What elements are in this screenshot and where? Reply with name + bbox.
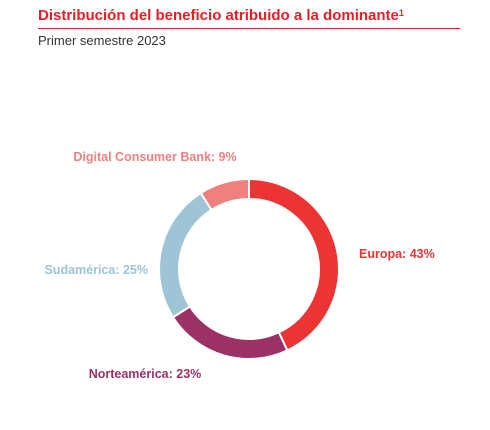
label-sudam-rica: Sudamérica: 25% (44, 263, 148, 277)
label-digital-consumer-bank: Digital Consumer Bank: 9% (73, 150, 236, 164)
title-text: Distribución del beneficio atribuido a l… (38, 7, 399, 24)
title-rule (38, 28, 460, 29)
footnote-marker: 1 (398, 8, 404, 18)
donut-slices (158, 177, 340, 360)
slice-sudam-rica (158, 191, 213, 319)
label-norteam-rica: Norteamérica: 23% (89, 367, 202, 381)
chart-subtitle: Primer semestre 2023 (38, 33, 166, 48)
chart-header: Distribución del beneficio atribuido a l… (38, 6, 460, 48)
donut-labels: Europa: 43% Norteamérica: 23% Sudamérica: … (44, 150, 434, 381)
label-europa: Europa: 43% (359, 247, 435, 261)
chart-title: Distribución del beneficio atribuido a l… (38, 6, 460, 26)
slice-norteam-rica (171, 305, 289, 360)
slice-europa (248, 177, 340, 352)
slice-digital-consumer-bank (199, 177, 250, 212)
